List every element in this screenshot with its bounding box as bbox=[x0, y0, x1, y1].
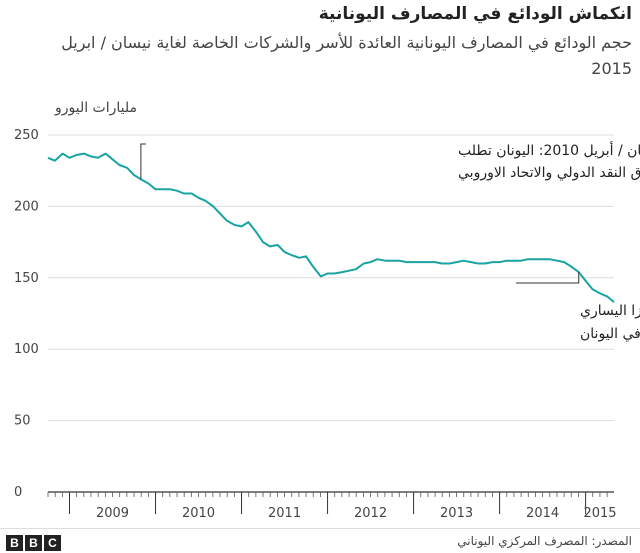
footer-divider bbox=[0, 528, 640, 529]
x-tick-label: 2014 bbox=[526, 506, 559, 521]
x-tick-label: 2011 bbox=[268, 506, 301, 521]
y-tick-label: 150 bbox=[14, 271, 39, 286]
annotation-2010-line2: مساعدة صندوق النقد الدولي والاتحاد الاور… bbox=[458, 165, 640, 181]
logo-letter: B bbox=[6, 535, 23, 551]
x-tick-label: 2012 bbox=[354, 506, 387, 521]
y-tick-label: 0 bbox=[14, 485, 22, 500]
y-tick-label: 200 bbox=[14, 199, 39, 214]
series-line bbox=[47, 152, 615, 303]
y-tick-label: 250 bbox=[14, 128, 39, 143]
annotation-leader bbox=[516, 272, 580, 284]
x-tick-label: 2013 bbox=[440, 506, 473, 521]
source-note: المصدر: المصرف المركزي اليوناني bbox=[457, 534, 632, 548]
annotation-2010-line1: نيسان / أبريل 2010: اليونان تطلب bbox=[458, 141, 640, 159]
y-tick-label: 50 bbox=[14, 414, 31, 429]
bbc-logo: B B C bbox=[6, 535, 61, 551]
logo-letter: C bbox=[44, 535, 61, 551]
chart-subtitle: حجم الودائع في المصارف اليونانية العائدة… bbox=[61, 33, 632, 78]
annotation-leader bbox=[140, 143, 146, 180]
x-tick-label: 2010 bbox=[182, 506, 215, 521]
logo-letter: B bbox=[25, 535, 42, 551]
y-tick-label: 100 bbox=[14, 342, 39, 357]
annotation-2015-line2: يتسلم مقاليد الحكم في اليونان bbox=[580, 326, 640, 342]
x-tick-label: 2009 bbox=[96, 506, 129, 521]
x-tick-label: 2015 bbox=[583, 506, 616, 521]
chart-title: انكماش الودائع في المصارف اليونانية bbox=[318, 4, 632, 24]
y-axis-unit-label: مليارات اليورو bbox=[54, 100, 138, 116]
annotation-2015-line1: كانون الأول / يناير 2015: حزب سيريزا الي… bbox=[580, 301, 640, 319]
line-chart: 0 50 100 150 200 250 2009 2010 2011 2012 2013 2014 2… bbox=[14, 128, 640, 521]
